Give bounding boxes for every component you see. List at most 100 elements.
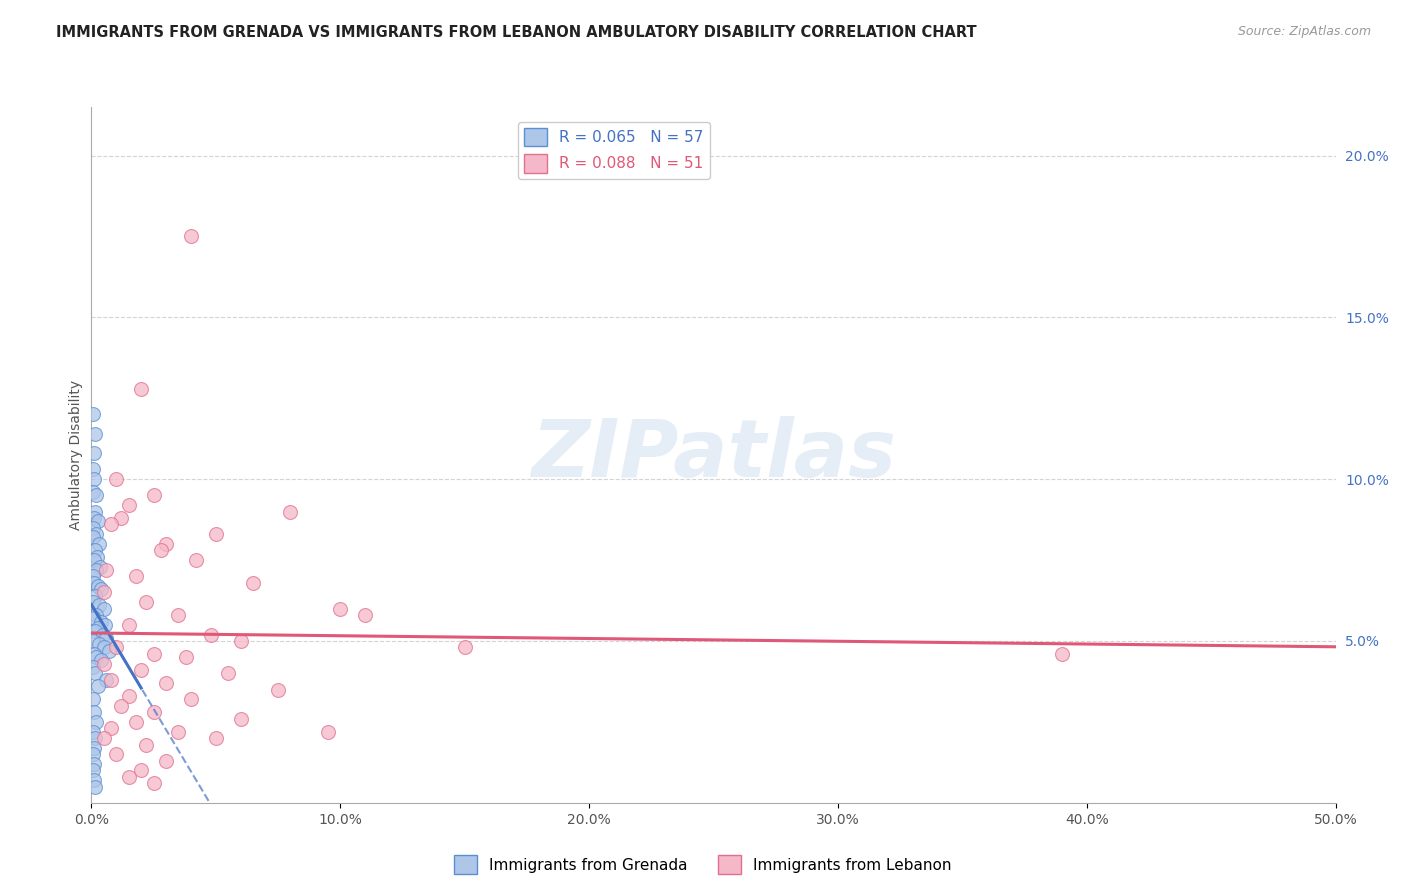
- Point: [82, 408, 104, 422]
- Point: [242, 575, 264, 590]
- Point: [174, 650, 197, 665]
- Point: [96, 673, 118, 687]
- Point: [87, 537, 110, 551]
- Point: [83, 647, 105, 661]
- Legend: Immigrants from Grenada, Immigrants from Lebanon: Immigrants from Grenada, Immigrants from…: [449, 849, 957, 880]
- Point: [205, 527, 228, 541]
- Point: [180, 692, 202, 706]
- Point: [82, 485, 104, 500]
- Point: [87, 599, 110, 613]
- Point: [83, 740, 105, 755]
- Point: [83, 756, 105, 771]
- Legend: R = 0.065   N = 57, R = 0.088   N = 51: R = 0.065 N = 57, R = 0.088 N = 51: [519, 121, 710, 178]
- Point: [93, 585, 115, 599]
- Point: [205, 731, 228, 745]
- Point: [84, 589, 107, 603]
- Point: [180, 229, 202, 244]
- Point: [118, 617, 141, 632]
- Point: [90, 582, 112, 597]
- Point: [82, 764, 104, 778]
- Point: [83, 575, 105, 590]
- Point: [86, 650, 108, 665]
- Point: [84, 426, 107, 441]
- Point: [82, 692, 104, 706]
- Point: [82, 747, 104, 762]
- Point: [83, 511, 105, 525]
- Point: [96, 631, 118, 645]
- Point: [84, 714, 107, 729]
- Point: [84, 504, 107, 518]
- Point: [100, 722, 122, 736]
- Point: [93, 640, 115, 655]
- Point: [217, 666, 239, 681]
- Point: [167, 608, 190, 623]
- Point: [83, 773, 105, 788]
- Point: [84, 624, 107, 639]
- Point: [93, 601, 115, 615]
- Point: [184, 553, 207, 567]
- Point: [97, 643, 120, 657]
- Point: [82, 595, 104, 609]
- Point: [87, 637, 110, 651]
- Point: [155, 537, 177, 551]
- Point: [84, 543, 107, 558]
- Point: [83, 446, 105, 460]
- Point: [82, 462, 104, 476]
- Point: [129, 764, 152, 778]
- Point: [83, 705, 105, 719]
- Point: [93, 657, 115, 671]
- Point: [453, 640, 475, 655]
- Point: [142, 776, 165, 790]
- Point: [142, 488, 165, 502]
- Point: [329, 601, 352, 615]
- Point: [83, 611, 105, 625]
- Point: [142, 705, 165, 719]
- Point: [150, 543, 173, 558]
- Point: [105, 472, 128, 486]
- Point: [83, 553, 105, 567]
- Point: [86, 608, 108, 623]
- Point: [84, 527, 107, 541]
- Point: [155, 754, 177, 768]
- Point: [1050, 647, 1073, 661]
- Point: [125, 569, 148, 583]
- Point: [229, 634, 252, 648]
- Point: [118, 689, 141, 703]
- Point: [82, 660, 104, 674]
- Text: ZIPatlas: ZIPatlas: [531, 416, 896, 494]
- Point: [86, 514, 108, 528]
- Point: [354, 608, 377, 623]
- Text: IMMIGRANTS FROM GRENADA VS IMMIGRANTS FROM LEBANON AMBULATORY DISABILITY CORRELA: IMMIGRANTS FROM GRENADA VS IMMIGRANTS FR…: [56, 25, 977, 40]
- Point: [105, 640, 128, 655]
- Point: [118, 498, 141, 512]
- Point: [125, 714, 148, 729]
- Point: [86, 563, 108, 577]
- Point: [142, 647, 165, 661]
- Point: [110, 511, 132, 525]
- Point: [82, 569, 104, 583]
- Point: [82, 634, 104, 648]
- Point: [86, 549, 108, 564]
- Point: [155, 676, 177, 690]
- Point: [110, 698, 132, 713]
- Point: [82, 724, 104, 739]
- Point: [100, 517, 122, 532]
- Point: [82, 521, 104, 535]
- Point: [94, 617, 117, 632]
- Point: [118, 770, 141, 784]
- Point: [90, 615, 112, 629]
- Point: [229, 712, 252, 726]
- Point: [316, 724, 339, 739]
- Point: [86, 621, 108, 635]
- Point: [96, 563, 118, 577]
- Point: [200, 627, 222, 641]
- Point: [84, 666, 107, 681]
- Point: [105, 747, 128, 762]
- Point: [84, 731, 107, 745]
- Point: [267, 682, 290, 697]
- Point: [82, 531, 104, 545]
- Point: [83, 472, 105, 486]
- Text: Source: ZipAtlas.com: Source: ZipAtlas.com: [1237, 25, 1371, 38]
- Point: [167, 724, 190, 739]
- Point: [84, 780, 107, 794]
